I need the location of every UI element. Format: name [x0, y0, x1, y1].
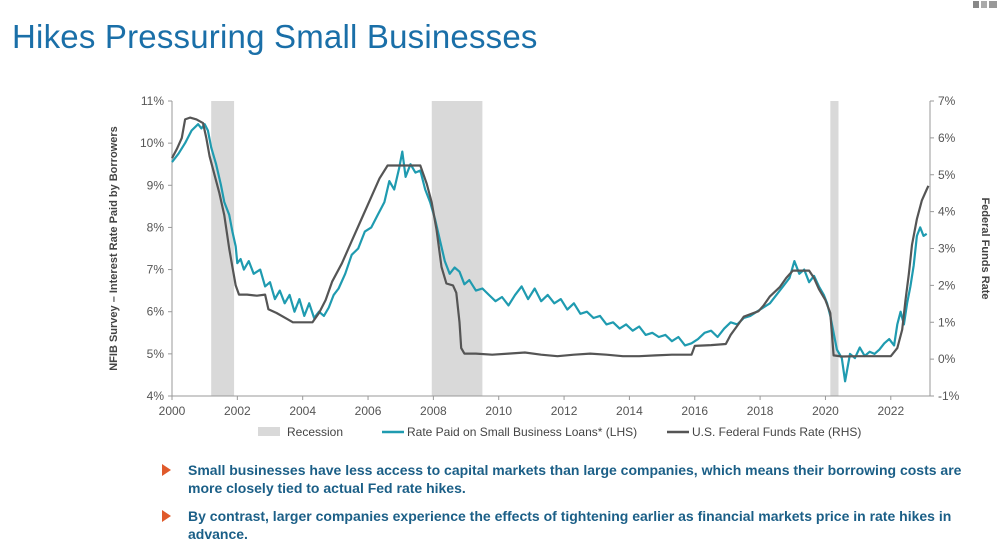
- left-y-tick-label: 7%: [147, 263, 165, 277]
- legend-recession-label: Recession: [287, 425, 343, 439]
- recession-band: [211, 101, 235, 396]
- fed-funds-rate-line: [171, 116, 930, 358]
- page-title: Hikes Pressuring Small Businesses: [12, 18, 538, 55]
- legend-recession-swatch: [258, 427, 280, 436]
- line-chart: 2000 2002 2004 2006 2008 2010 2012 2014 2016 2018…: [108, 94, 991, 439]
- bullet-arrow-icon: [162, 510, 171, 522]
- bullet-item: By contrast, larger companies experience…: [158, 507, 988, 543]
- recession-band: [431, 101, 483, 396]
- x-tick-label: 2016: [681, 404, 708, 418]
- x-tick-label: 2008: [420, 404, 447, 418]
- right-y-axis-title: Federal Funds Rate: [979, 197, 991, 299]
- recession-band: [830, 101, 839, 396]
- chart-legend: Recession Rate Paid on Small Business Lo…: [258, 425, 861, 439]
- left-y-tick-label: 11%: [141, 94, 164, 108]
- x-tick-label: 2012: [551, 404, 578, 418]
- legend-fed-funds-label: U.S. Federal Funds Rate (RHS): [692, 425, 861, 439]
- recession-shading: [211, 101, 839, 396]
- right-y-tick-label: 5%: [938, 168, 956, 182]
- left-y-tick-label: 6%: [147, 305, 165, 319]
- small-business-rate-line: [171, 123, 928, 383]
- right-y-tick-label: 0%: [938, 352, 956, 366]
- corner-logo-icon: [971, 0, 1001, 10]
- bullet-item: Small businesses have less access to cap…: [158, 461, 988, 497]
- x-tick-label: 2018: [747, 404, 774, 418]
- chart-axes: [171, 101, 931, 397]
- tick-labels: 2000 2002 2004 2006 2008 2010 2012 2014 2016 2018…: [140, 94, 960, 418]
- bullet-text: Small businesses have less access to cap…: [188, 462, 962, 496]
- x-tick-label: 2000: [159, 404, 186, 418]
- left-y-tick-label: 10%: [140, 136, 164, 150]
- legend-small-business-label: Rate Paid on Small Business Loans* (LHS): [407, 425, 637, 439]
- bullet-list: Small businesses have less access to cap…: [158, 461, 988, 553]
- left-y-axis-title: NFIB Survey – Interest Rate Paid by Borr…: [108, 126, 120, 371]
- x-tick-label: 2022: [877, 404, 904, 418]
- right-y-tick-label: -1%: [938, 389, 960, 403]
- x-tick-label: 2014: [616, 404, 643, 418]
- left-y-tick-label: 8%: [147, 220, 165, 234]
- right-y-tick-label: 6%: [938, 131, 956, 145]
- left-y-tick-label: 9%: [147, 178, 165, 192]
- left-y-tick-label: 4%: [147, 389, 165, 403]
- right-y-tick-label: 4%: [938, 205, 956, 219]
- right-y-tick-label: 3%: [938, 242, 956, 256]
- right-y-tick-label: 1%: [938, 315, 956, 329]
- bullet-arrow-icon: [162, 464, 171, 476]
- bullet-text: By contrast, larger companies experience…: [188, 508, 952, 542]
- right-y-tick-label: 2%: [938, 278, 956, 292]
- left-y-tick-label: 5%: [147, 347, 165, 361]
- right-y-tick-label: 7%: [938, 94, 956, 108]
- x-tick-label: 2004: [289, 404, 316, 418]
- series-lines: [171, 116, 930, 383]
- x-tick-label: 2006: [355, 404, 382, 418]
- x-tick-label: 2002: [224, 404, 251, 418]
- x-tick-label: 2010: [485, 404, 512, 418]
- x-tick-label: 2020: [812, 404, 839, 418]
